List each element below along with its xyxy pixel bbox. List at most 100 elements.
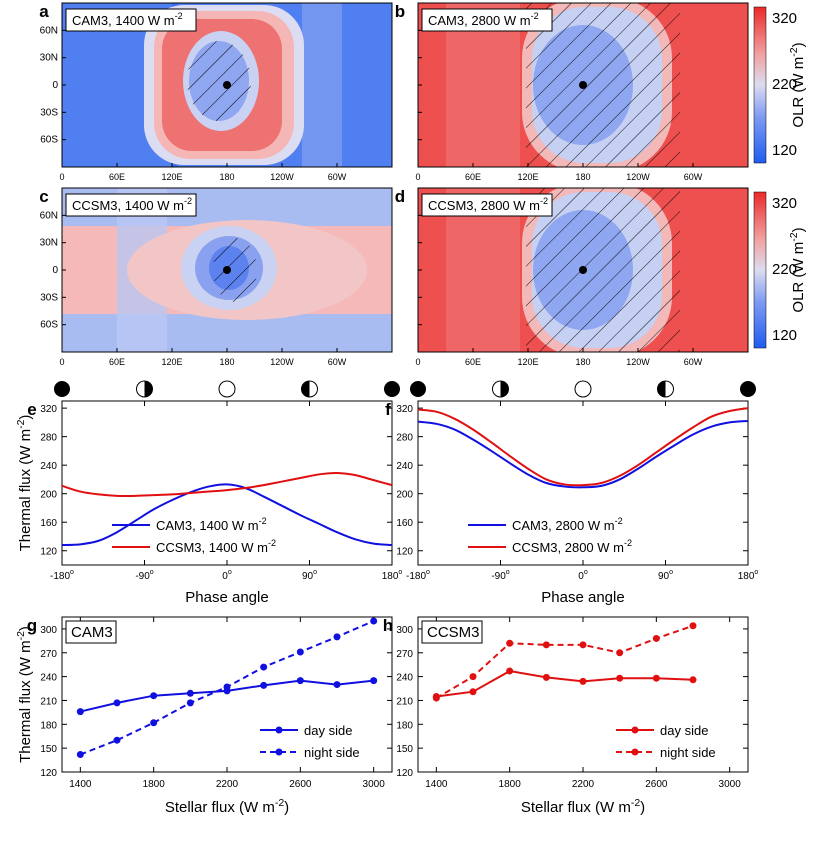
panel-letter: d xyxy=(395,187,405,206)
degree-mark: o xyxy=(313,569,317,576)
lon-tick-label: 120W xyxy=(270,357,294,367)
panel-letter: b xyxy=(395,2,405,21)
map-title-bg xyxy=(65,193,197,217)
lon-tick-label: 120W xyxy=(626,172,650,182)
x-tick-label: -90o xyxy=(491,569,509,582)
x-tick-label: 90o xyxy=(658,569,673,582)
x-axis-label-text: Stellar flux (W m xyxy=(521,799,631,816)
colorbar-label-exp: -2 xyxy=(788,47,800,56)
x-tick-label: 2600 xyxy=(645,779,668,790)
colorbar: 320 220 120 OLR (W m-2) xyxy=(753,6,807,164)
colorbar-tick-label: 320 xyxy=(772,195,797,212)
y-tick-label: 270 xyxy=(396,649,413,660)
legend-label: CAM3, 2800 W m-2 xyxy=(512,516,623,533)
map-panel-d: 0 60E 120E 180 120W 60W CCSM3, 2800 W m-2 d xyxy=(395,187,749,367)
phase-icon-full-dark xyxy=(740,381,756,397)
data-point xyxy=(542,641,550,649)
legend-label-exp: -2 xyxy=(615,516,623,526)
lon-tick-label: 0 xyxy=(59,172,64,182)
chart-title: CAM3 xyxy=(71,624,113,641)
substellar-point xyxy=(579,81,587,89)
series-line xyxy=(417,407,749,487)
x-tick-value: 90 xyxy=(302,571,314,582)
data-point xyxy=(616,674,624,682)
legend-label: CAM3, 1400 W m-2 xyxy=(156,516,267,533)
colorbar-label-exp: -2 xyxy=(788,232,800,241)
y-tick-label: 160 xyxy=(40,518,57,529)
phase-icon-shade xyxy=(657,381,666,397)
y-tick-label: 320 xyxy=(396,404,413,415)
data-point xyxy=(579,677,587,685)
phase-icon-shade xyxy=(301,381,310,397)
data-point xyxy=(150,719,158,727)
legend-label: night side xyxy=(304,745,360,760)
y-axis-label-exp: -2 xyxy=(15,419,27,428)
map-title-exp: -2 xyxy=(175,11,183,21)
y-tick-label: 210 xyxy=(396,696,413,707)
legend-label-exp: -2 xyxy=(259,516,267,526)
x-tick-value: 180 xyxy=(382,571,399,582)
map-title-text: CAM3, 2800 W m xyxy=(428,13,531,28)
map-title: CAM3, 2800 W m-2 xyxy=(428,11,539,28)
lon-tick-label: 120W xyxy=(626,357,650,367)
legend-label-text: CAM3, 2800 W m xyxy=(512,518,615,533)
chart-h: h 120 150 180 210 240 270 300 1400 1800 2200 2600 30… xyxy=(383,616,749,816)
chart-title-box xyxy=(65,620,117,644)
x-tick-value: 0 xyxy=(222,571,228,582)
x-tick-label: 1400 xyxy=(69,779,92,790)
legend-marker xyxy=(631,748,639,756)
map-title-text: CCSM3, 1400 W m xyxy=(72,198,184,213)
olr-band xyxy=(302,3,342,167)
legend-marker xyxy=(631,726,639,734)
map-title-box: CCSM3, 2800 W m-2 xyxy=(421,193,553,217)
lat-tick-label: 30N xyxy=(40,53,58,64)
x-tick-value: 90 xyxy=(658,571,670,582)
lon-tick-label: 0 xyxy=(59,357,64,367)
data-point xyxy=(260,663,268,671)
lat-tick-label: 30N xyxy=(40,238,58,249)
panel-letter: h xyxy=(383,616,393,635)
data-point xyxy=(579,641,587,649)
x-tick-label: 3000 xyxy=(719,779,742,790)
x-tick-label: 0o xyxy=(578,569,588,582)
colorbar-label-end: ) xyxy=(790,227,807,232)
legend-label-text: CCSM3, 2800 W m xyxy=(512,540,624,555)
data-point xyxy=(370,677,378,685)
substellar-point xyxy=(223,81,231,89)
data-point xyxy=(296,677,304,685)
data-point xyxy=(469,673,477,681)
y-tick-label: 300 xyxy=(396,625,413,636)
phase-icon-shade xyxy=(500,381,509,397)
map-title-bg xyxy=(65,8,197,32)
lon-tick-label: 180 xyxy=(219,172,234,182)
data-point xyxy=(76,751,84,759)
map-panel-a: 60N 30N 0 30S 60S 0 60E 120E 180 120W 60W CAM3, 140… xyxy=(39,2,393,182)
data-point xyxy=(186,699,194,707)
lon-tick-label: 0 xyxy=(415,357,420,367)
series-line xyxy=(435,624,694,699)
lat-tick-label: 0 xyxy=(52,265,58,276)
series-line xyxy=(61,483,393,547)
data-point xyxy=(333,681,341,689)
map-title-text: CCSM3, 2800 W m xyxy=(428,198,540,213)
series-line xyxy=(436,670,694,698)
y-tick-label: 120 xyxy=(396,547,413,558)
chart-g: g 120 150 180 210 240 270 300 1400 1800 2200 2600 30… xyxy=(15,616,393,816)
lon-tick-label: 120E xyxy=(161,172,182,182)
y-tick-label: 150 xyxy=(396,744,413,755)
legend-label-exp: -2 xyxy=(268,538,276,548)
map-panel-c: 60N 30N 0 30S 60S 0 60E 120E 180 120W 60W CCSM3, 14… xyxy=(39,187,393,367)
y-tick-label: 270 xyxy=(40,649,57,660)
y-tick-label: 280 xyxy=(40,433,57,444)
data-point xyxy=(260,681,268,689)
panel-letter: e xyxy=(27,400,36,419)
lon-tick-label: 120E xyxy=(517,357,538,367)
lon-tick-label: 180 xyxy=(219,357,234,367)
map-title-bg xyxy=(421,193,553,217)
data-point xyxy=(113,736,121,744)
data-point xyxy=(506,667,514,675)
colorbar-bar xyxy=(753,191,767,349)
x-tick-label: 90o xyxy=(302,569,317,582)
